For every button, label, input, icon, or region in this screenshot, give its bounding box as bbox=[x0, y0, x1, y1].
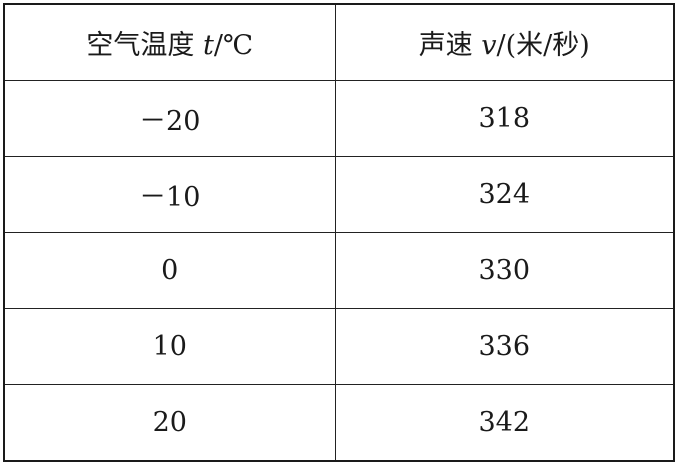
header-temperature: 空气温度 t/℃ bbox=[3, 3, 336, 81]
table-row: 20 342 bbox=[3, 384, 675, 462]
header-var: v bbox=[481, 30, 497, 61]
table-row: －20 318 bbox=[3, 80, 675, 157]
speed-cell: 318 bbox=[334, 80, 675, 157]
header-var: t bbox=[202, 30, 214, 61]
temperature-cell: 10 bbox=[3, 308, 336, 385]
header-text: 空气温度 bbox=[86, 30, 203, 61]
temperature-cell: －10 bbox=[3, 156, 336, 233]
header-speed: 声速 v/(米/秒) bbox=[334, 3, 675, 81]
table-row: 0 330 bbox=[3, 232, 675, 309]
temperature-cell: 20 bbox=[3, 384, 336, 462]
header-text: 声速 bbox=[418, 30, 482, 61]
header-unit: /℃ bbox=[213, 30, 254, 61]
speed-cell: 342 bbox=[334, 384, 675, 462]
temperature-cell: 0 bbox=[3, 232, 336, 309]
table-row: 10 336 bbox=[3, 308, 675, 385]
temperature-cell: －20 bbox=[3, 80, 336, 157]
table-row: －10 324 bbox=[3, 156, 675, 233]
speed-cell: 330 bbox=[334, 232, 675, 309]
header-row: 空气温度 t/℃ 声速 v/(米/秒) bbox=[3, 3, 675, 81]
speed-cell: 336 bbox=[334, 308, 675, 385]
header-unit: /(米/秒) bbox=[496, 30, 590, 61]
speed-of-sound-table: 空气温度 t/℃ 声速 v/(米/秒) －20 318 －10 324 0 33… bbox=[3, 3, 675, 462]
speed-cell: 324 bbox=[334, 156, 675, 233]
